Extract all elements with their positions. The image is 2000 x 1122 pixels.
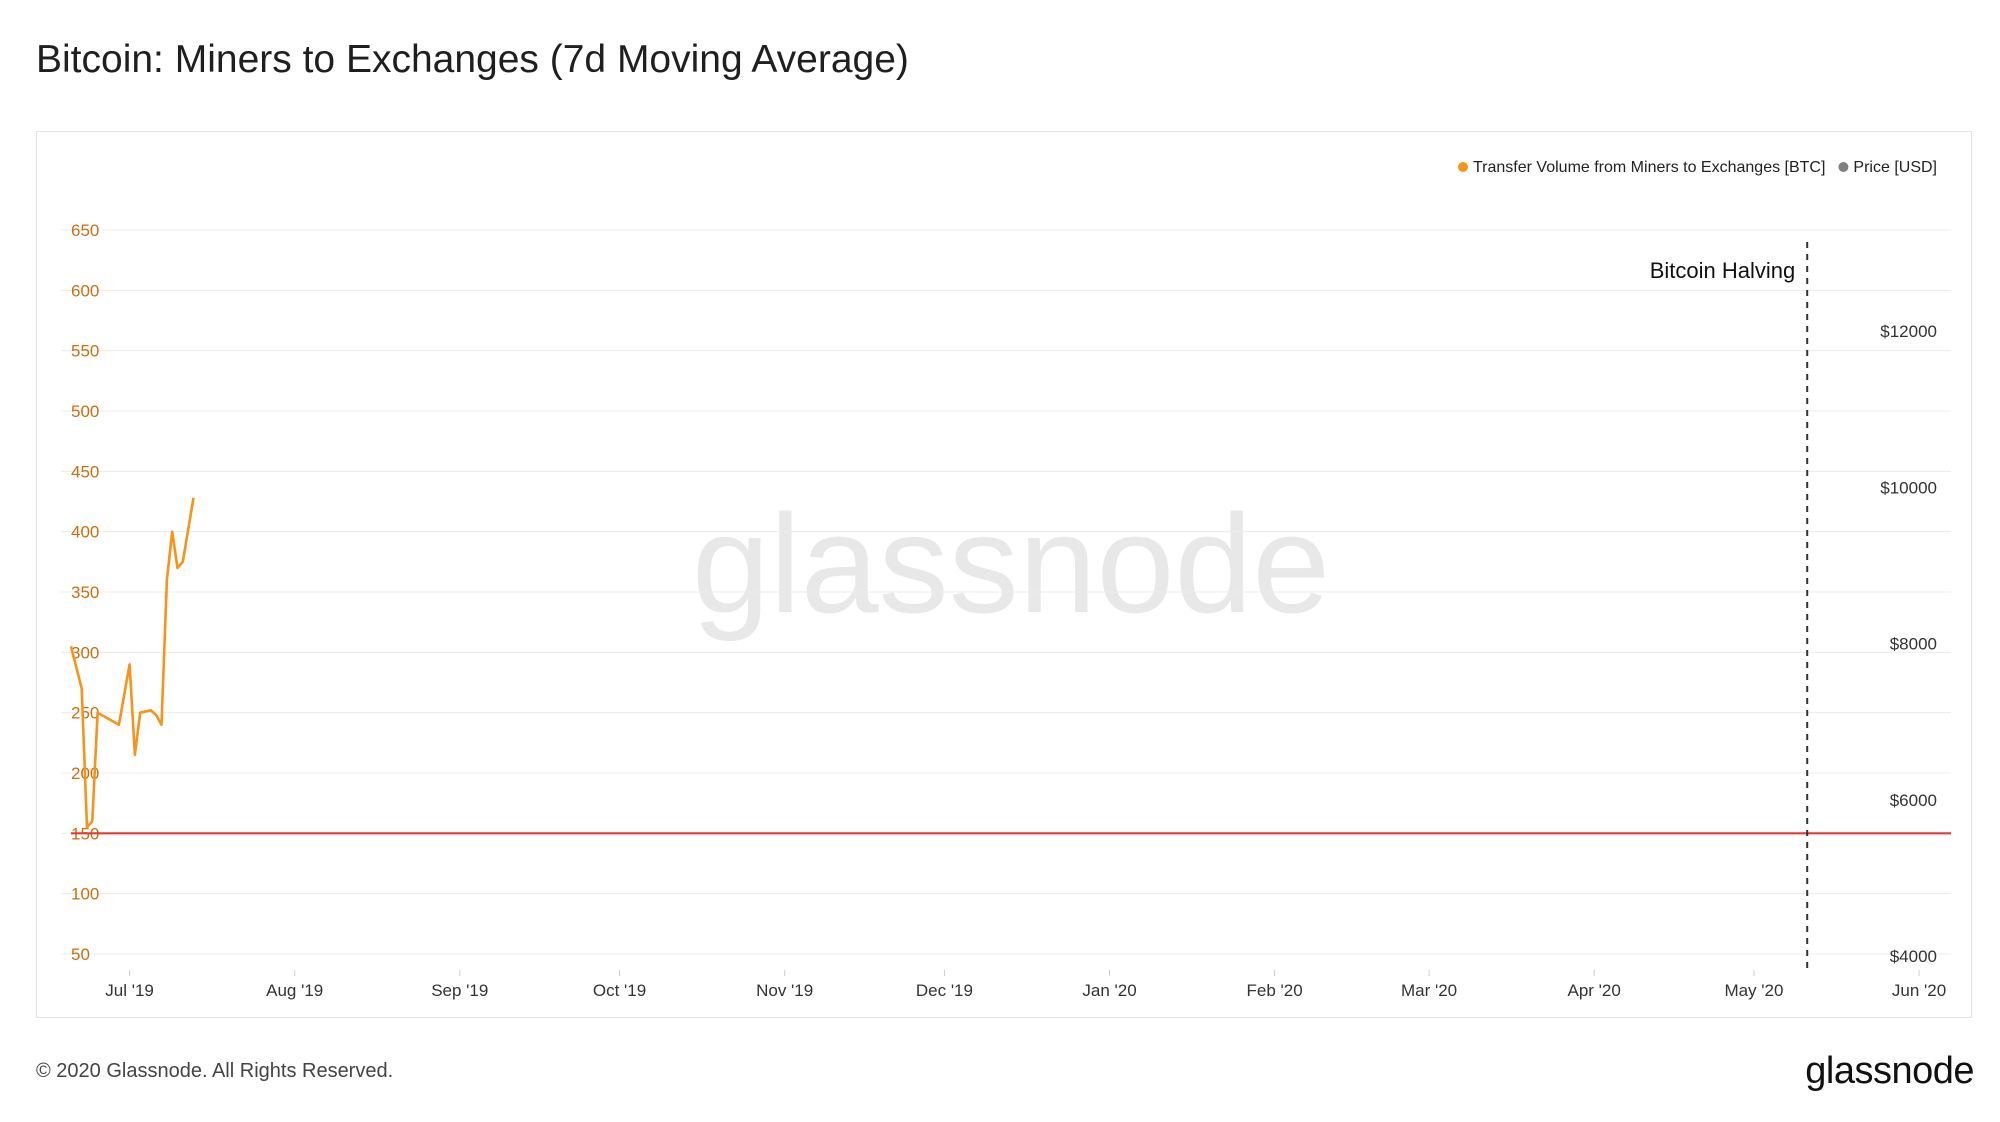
left-axis-tick-label: 500	[71, 402, 99, 421]
x-axis-tick-label: Jan '20	[1082, 981, 1136, 1000]
x-axis-tick-label: Sep '19	[431, 981, 488, 1000]
left-axis-tick-label: 250	[71, 704, 99, 723]
chart-title: Bitcoin: Miners to Exchanges (7d Moving …	[36, 38, 909, 81]
x-axis-tick-label: May '20	[1724, 981, 1783, 1000]
left-axis-tick-label: 100	[71, 885, 99, 904]
left-axis-tick-label: 300	[71, 643, 99, 662]
left-axis-tick-label: 450	[71, 462, 99, 481]
watermark-text: glassnode	[692, 485, 1330, 642]
x-axis-tick-label: Jul '19	[105, 981, 154, 1000]
chart-panel: glassnode 650 600 550 500 450 400 350 300 250 200 1…	[36, 131, 1972, 1018]
legend-item-label: Transfer Volume from Miners to Exchanges…	[1473, 159, 1825, 176]
x-axis-tick-label: Apr '20	[1568, 981, 1621, 1000]
legend-swatch	[1458, 162, 1468, 172]
left-axis-tick-label: 50	[71, 945, 90, 964]
right-axis-tick-label: $4000	[1890, 947, 1937, 966]
right-axis-tick-label: $10000	[1880, 478, 1937, 497]
left-axis-tick-label: 550	[71, 342, 99, 361]
x-axis-tick-label: Aug '19	[266, 981, 323, 1000]
x-axis-tick-label: Nov '19	[756, 981, 813, 1000]
left-axis-tick-label: 650	[71, 221, 99, 240]
volume-series-line	[69, 497, 195, 829]
right-axis-tick-label: $6000	[1890, 791, 1937, 810]
right-axis-tick-label: $8000	[1890, 635, 1937, 654]
x-axis-tick-label: Mar '20	[1401, 981, 1457, 1000]
x-axis-tick-label: Jun '20	[1892, 981, 1946, 1000]
right-axis-tick-label: $12000	[1880, 322, 1937, 341]
glassnode-logo[interactable]: glassnode	[1805, 1050, 1974, 1092]
legend-swatch	[1838, 162, 1849, 172]
left-axis-tick-label: 600	[71, 281, 99, 300]
chart-svg: glassnode6506005505004504003503002502001…	[61, 159, 1951, 1000]
legend-item-label: Price [USD]	[1853, 159, 1937, 176]
footer-copyright: © 2020 Glassnode. All Rights Reserved.	[36, 1060, 394, 1082]
x-axis-tick-label: Dec '19	[916, 981, 973, 1000]
x-axis-tick-label: Oct '19	[593, 981, 646, 1000]
left-axis-tick-label: 400	[71, 523, 99, 542]
left-axis-tick-label: 350	[71, 583, 99, 602]
halving-annotation: Bitcoin Halving	[1650, 258, 1796, 283]
x-axis-tick-label: Feb '20	[1247, 981, 1303, 1000]
